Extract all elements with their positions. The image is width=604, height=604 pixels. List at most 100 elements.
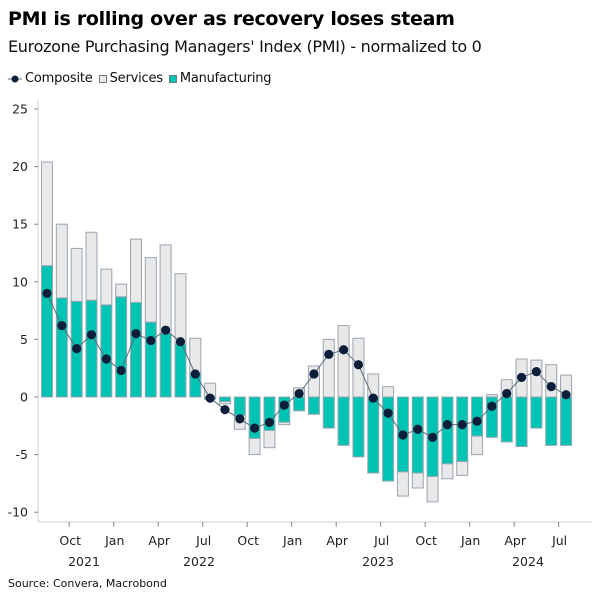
composite-point — [235, 414, 245, 424]
services-swatch-icon — [98, 74, 107, 83]
legend-label: Manufacturing — [179, 71, 272, 86]
composite-point — [472, 416, 482, 426]
bar-services — [115, 283, 128, 298]
composite-point — [516, 372, 527, 383]
composite-point — [279, 400, 289, 410]
bar-services — [248, 437, 261, 456]
manufacturing-swatch-icon — [168, 74, 177, 83]
bar-manufacturing — [545, 396, 558, 446]
composite-point — [561, 390, 571, 400]
composite-point — [86, 330, 97, 340]
composite-point — [161, 325, 171, 335]
x-tick-label: Apr — [326, 533, 348, 548]
bar-services — [174, 273, 187, 345]
bar-services — [189, 337, 202, 374]
composite-point — [309, 369, 319, 379]
bar-services — [278, 421, 291, 426]
x-tick-label: Oct — [59, 533, 81, 548]
bar-manufacturing — [159, 333, 172, 398]
composite-point — [353, 360, 364, 370]
composite-point — [531, 367, 541, 377]
composite-line-marker-icon — [8, 75, 22, 82]
bar-manufacturing — [530, 396, 543, 429]
composite-point — [220, 405, 230, 415]
bar-manufacturing — [115, 296, 128, 398]
composite-point — [294, 388, 304, 399]
bar-services — [426, 475, 439, 503]
x-tick-label: Jul — [195, 533, 211, 548]
bar-services — [382, 386, 395, 398]
x-tick-label: Apr — [148, 533, 170, 548]
bar-manufacturing — [515, 396, 528, 448]
bar-services — [456, 461, 469, 476]
composite-point — [131, 329, 141, 339]
x-tick-label: Jan — [104, 533, 124, 548]
y-tick-label: 0 — [20, 390, 28, 405]
composite-point — [190, 369, 200, 379]
composite-point — [116, 365, 126, 376]
bar-manufacturing — [85, 299, 98, 398]
bar-services — [367, 373, 380, 398]
bar-services — [471, 435, 484, 456]
composite-point — [487, 401, 497, 411]
bar-services — [100, 268, 113, 306]
legend-item-composite: Composite — [8, 71, 93, 86]
bar-services — [337, 325, 350, 398]
y-tick-label: 10 — [12, 274, 28, 289]
y-tick-label: 25 — [12, 102, 28, 117]
x-year-label: 2024 — [512, 554, 544, 569]
bar-manufacturing — [471, 396, 484, 437]
bar-services — [411, 472, 424, 489]
x-tick-label: Jan — [282, 533, 302, 548]
composite-point — [250, 423, 260, 433]
composite-point — [42, 288, 52, 298]
y-tick-label: 20 — [12, 159, 28, 174]
chart-subtitle: Eurozone Purchasing Managers' Index (PMI… — [8, 37, 482, 56]
bar-manufacturing — [352, 396, 365, 458]
legend-label: Composite — [25, 71, 93, 86]
bar-services — [530, 359, 543, 398]
bar-services — [85, 231, 98, 301]
bar-manufacturing — [233, 396, 246, 416]
composite-point — [57, 320, 67, 331]
legend-label: Services — [109, 71, 163, 86]
x-tick-label: Apr — [504, 533, 526, 548]
bar-services — [322, 338, 335, 398]
composite-point — [546, 382, 556, 392]
y-tick-label: -10 — [8, 505, 28, 520]
bar-manufacturing — [55, 297, 68, 398]
bar-manufacturing — [174, 343, 187, 398]
source-note: Source: Convera, Macrobond — [8, 577, 167, 590]
x-year-label: 2021 — [68, 554, 100, 569]
composite-point — [175, 337, 186, 347]
bar-manufacturing — [337, 396, 350, 446]
bar-services — [144, 257, 157, 323]
x-tick-label: Jul — [373, 533, 389, 548]
bar-manufacturing — [307, 396, 320, 415]
composite-point — [264, 417, 275, 427]
legend-item-manufacturing: Manufacturing — [168, 71, 272, 86]
composite-point — [146, 335, 156, 346]
legend: Composite Services Manufacturing — [8, 71, 273, 86]
composite-point — [72, 344, 82, 354]
bar-services — [218, 401, 231, 405]
bar-manufacturing — [456, 396, 469, 463]
composite-point — [427, 432, 438, 442]
bar-services — [159, 244, 172, 335]
bar-manufacturing — [41, 265, 53, 398]
bar-manufacturing — [144, 321, 157, 398]
bar-services — [70, 247, 83, 302]
bar-services — [41, 161, 53, 267]
bar-manufacturing — [367, 396, 380, 474]
bar-services — [396, 471, 409, 497]
composite-point — [502, 388, 512, 399]
composite-point — [383, 408, 393, 418]
bar-services — [545, 364, 558, 398]
x-tick-label: Jul — [551, 533, 567, 548]
composite-point — [442, 420, 453, 430]
bar-manufacturing — [218, 396, 231, 403]
bar-manufacturing — [500, 396, 513, 443]
bar-manufacturing — [129, 302, 142, 398]
legend-item-services: Services — [98, 71, 163, 86]
